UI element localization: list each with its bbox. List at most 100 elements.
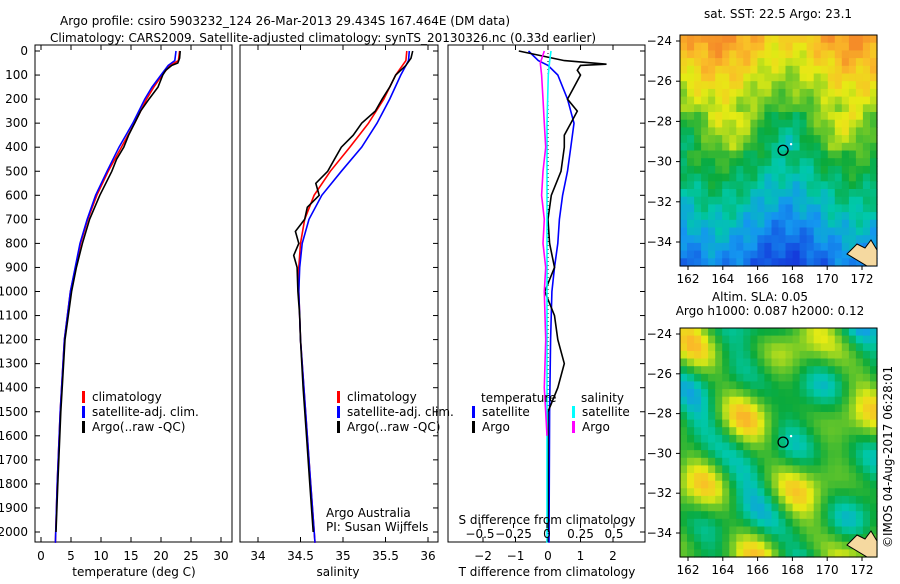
map-cell <box>792 58 801 67</box>
map-cell <box>694 42 702 51</box>
map-cell <box>750 450 758 459</box>
map-cell <box>715 358 723 367</box>
map-cell <box>757 88 765 98</box>
map-cell <box>750 488 758 497</box>
map-cell <box>729 518 737 527</box>
map-cell <box>708 88 716 98</box>
map-cell <box>757 511 765 520</box>
map-cell <box>687 242 695 252</box>
map-cell <box>785 526 794 535</box>
map-cell <box>799 404 808 413</box>
map-cell <box>841 196 850 205</box>
map-cell <box>764 457 772 466</box>
map-cell <box>729 358 737 367</box>
map-cell <box>834 358 843 367</box>
map-cell <box>820 96 829 105</box>
map-cell <box>757 480 765 489</box>
map-cell <box>820 419 829 428</box>
map-cell <box>680 495 688 505</box>
lat-tick-label: −28 <box>647 114 672 128</box>
map-cell <box>792 258 801 267</box>
map-cell <box>736 42 744 51</box>
map-cell <box>792 389 801 398</box>
map-cell <box>834 343 843 352</box>
map-cell <box>778 173 787 182</box>
map-cell <box>680 112 688 121</box>
legend-swatch <box>82 421 85 433</box>
map-cell <box>736 335 744 344</box>
map-cell <box>680 457 688 466</box>
map-cell <box>813 165 822 175</box>
map-cell <box>750 389 758 398</box>
map-cell <box>722 135 730 144</box>
map-cell <box>715 381 723 390</box>
salinity-tick-label: 36 <box>420 549 435 563</box>
map-cell <box>785 104 794 113</box>
map-cell <box>827 181 836 190</box>
map-cell <box>680 158 688 167</box>
argo-position-marker <box>777 436 789 448</box>
map-cell <box>736 158 744 167</box>
map-cell <box>715 196 723 205</box>
map-cell <box>764 328 772 337</box>
map-cell <box>722 404 730 413</box>
map-cell <box>771 511 780 520</box>
map-cell <box>736 541 744 550</box>
map-cell <box>687 42 695 51</box>
map-cell <box>855 465 864 474</box>
map-cell <box>862 219 871 229</box>
map-cell <box>701 189 709 198</box>
map-cell <box>694 396 702 405</box>
map-cell <box>715 235 723 244</box>
map-cell <box>771 495 780 505</box>
map-cell <box>827 328 836 337</box>
map-cell <box>701 119 709 128</box>
map-cell <box>799 434 808 444</box>
map-cell <box>750 358 758 367</box>
map-cell <box>722 373 730 382</box>
map-cell <box>750 511 758 520</box>
map-cell <box>736 196 744 205</box>
s-difference-tick-label: 0.25 <box>567 527 594 541</box>
map-cell <box>743 419 751 428</box>
map-cell <box>722 473 730 482</box>
map-cell <box>799 196 808 205</box>
map-cell <box>722 488 730 497</box>
map-cell <box>870 366 878 375</box>
map-cell <box>778 396 787 405</box>
map-cell <box>834 150 843 159</box>
map-cell <box>827 250 836 259</box>
map-cell <box>778 104 787 113</box>
map-cell <box>687 457 695 466</box>
map-cell <box>764 158 772 167</box>
legend-swatch <box>572 421 575 433</box>
map-cell <box>722 189 730 198</box>
map-cell <box>715 541 723 550</box>
map-cell <box>848 549 857 558</box>
map-cell <box>862 389 871 398</box>
map-cell <box>806 212 815 221</box>
map-cell <box>827 457 836 466</box>
map-cell <box>792 488 801 497</box>
map-cell <box>841 212 850 221</box>
legend-label: satellite-adj. clim. <box>92 405 199 419</box>
map-cell <box>743 181 751 190</box>
map-cell <box>792 235 801 244</box>
lat-tick-label: −28 <box>647 407 672 421</box>
map-cell <box>708 343 716 352</box>
map-cell <box>771 450 780 459</box>
map-cell <box>750 541 758 550</box>
map-cell <box>827 450 836 459</box>
map-cell <box>827 396 836 405</box>
map-cell <box>729 50 737 59</box>
map-cell <box>792 189 801 198</box>
map-cell <box>743 258 751 267</box>
map-cell <box>870 419 878 428</box>
map-cell <box>701 96 709 105</box>
map-cell <box>813 358 822 367</box>
map-cell <box>722 396 730 405</box>
map-cell <box>778 189 787 198</box>
map-cell <box>792 88 801 98</box>
map-cell <box>785 212 794 221</box>
map-cell <box>778 135 787 144</box>
